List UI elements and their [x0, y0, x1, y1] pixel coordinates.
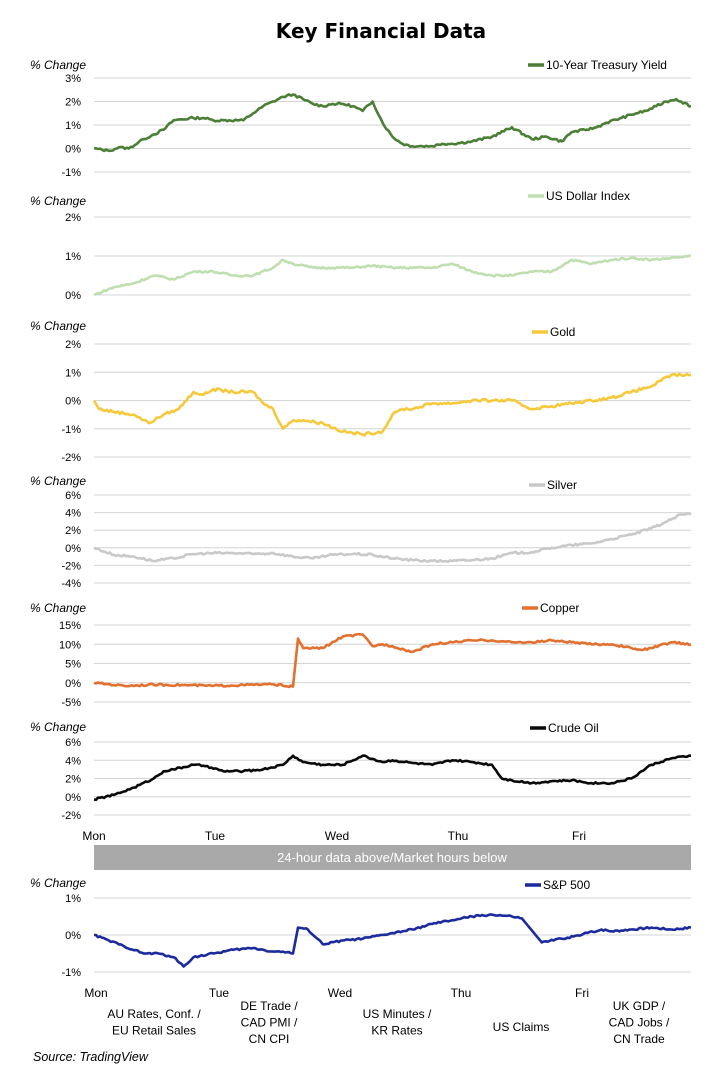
event-line: DE Trade /: [240, 999, 298, 1013]
y-tick-label: 15%: [59, 620, 81, 632]
y-axis-label: % Change: [30, 319, 86, 333]
event-annotation: AU Rates, Conf. / EU Retail Sales: [107, 1007, 201, 1038]
x-tick-label: Wed: [325, 829, 349, 843]
y-tick-label: -1%: [61, 424, 81, 436]
section-banner-label: 24-hour data above/Market hours below: [277, 850, 507, 865]
event-line: US Claims: [493, 1020, 550, 1034]
series-line: [94, 913, 692, 968]
y-tick-label: 4%: [65, 755, 81, 767]
y-tick-label: -2%: [61, 560, 81, 572]
chart-panels: % Change -1% 0% 1% 2% 3% 10-Year Treasury Yiel…: [30, 58, 692, 979]
legend-label: Silver: [547, 478, 577, 492]
y-tick-label: 2%: [65, 339, 81, 351]
event-line: EU Retail Sales: [112, 1024, 196, 1038]
y-tick-label: -4%: [61, 578, 81, 590]
event-annotation: US Minutes / KR Rates: [363, 1007, 432, 1038]
x-axis-24h: Mon Tue Wed Thu Fri: [82, 829, 586, 843]
x-axis-market: Mon Tue Wed Thu Fri: [84, 986, 589, 1000]
x-tick-label: Mon: [84, 986, 107, 1000]
y-axis-label: % Change: [30, 720, 86, 734]
series-line: [93, 93, 692, 153]
y-tick-label: 0%: [65, 930, 81, 942]
chart-copper: % Change -5% 0% 5% 10% 15% Copper: [30, 601, 692, 709]
y-tick-label: 1%: [65, 251, 81, 263]
source-note: Source: TradingView: [33, 1050, 149, 1064]
x-tick-label: Wed: [328, 986, 352, 1000]
x-tick-label: Thu: [448, 829, 469, 843]
x-tick-label: Fri: [572, 829, 586, 843]
series-line: [93, 632, 692, 689]
y-tick-label: 0%: [65, 396, 81, 408]
event-line: UK GDP /: [613, 999, 666, 1013]
chart-10-year-treasury-yield: % Change -1% 0% 1% 2% 3% 10-Year Treasury Yiel…: [30, 58, 692, 179]
series-line: [92, 372, 691, 437]
y-axis-label: % Change: [30, 601, 86, 615]
section-banner: [94, 845, 691, 870]
y-tick-label: 2%: [65, 525, 81, 537]
y-tick-label: 1%: [65, 893, 81, 905]
chart-silver: % Change -4% -2% 0% 2% 4% 6% Silver: [30, 474, 692, 590]
legend-label: S&P 500: [543, 878, 590, 892]
event-annotations: AU Rates, Conf. / EU Retail Sales DE Trade…: [107, 999, 670, 1046]
event-annotation: DE Trade / CAD PMI / CN CPI: [240, 999, 298, 1046]
y-tick-label: 0%: [65, 678, 81, 690]
event-line: US Minutes /: [363, 1007, 432, 1021]
y-tick-label: 4%: [65, 508, 81, 520]
y-tick-label: -2%: [61, 810, 81, 822]
y-tick-label: 0%: [65, 144, 81, 156]
y-tick-label: -2%: [61, 452, 81, 464]
legend-label: 10-Year Treasury Yield: [546, 58, 667, 72]
x-tick-label: Tue: [209, 986, 230, 1000]
y-tick-label: 5%: [65, 659, 81, 671]
event-line: CAD Jobs /: [609, 1016, 670, 1030]
y-axis-label: % Change: [30, 58, 86, 72]
y-tick-label: 0%: [65, 792, 81, 804]
series-line: [93, 254, 692, 297]
y-tick-label: -1%: [61, 167, 81, 179]
y-tick-label: 0%: [65, 543, 81, 555]
y-tick-label: 3%: [65, 73, 81, 85]
y-tick-label: 6%: [65, 490, 81, 502]
legend-label: Copper: [540, 601, 579, 615]
x-tick-label: Tue: [205, 829, 226, 843]
event-annotation: US Claims: [493, 1020, 550, 1034]
y-axis-label: % Change: [30, 194, 86, 208]
legend-label: Gold: [550, 325, 575, 339]
y-tick-label: -1%: [61, 967, 81, 979]
chart-gold: % Change -2% -1% 0% 1% 2% Gold: [30, 319, 691, 464]
y-tick-label: 2%: [65, 97, 81, 109]
y-axis-label: % Change: [30, 876, 86, 890]
x-tick-label: Fri: [575, 986, 589, 1000]
event-line: KR Rates: [371, 1024, 422, 1038]
y-tick-label: 2%: [65, 212, 81, 224]
chart-s-p-500: % Change -1% 0% 1% S&P 500: [30, 876, 692, 979]
y-axis-label: % Change: [30, 474, 86, 488]
event-line: AU Rates, Conf. /: [107, 1007, 201, 1021]
y-tick-label: 1%: [65, 367, 81, 379]
series-line: [93, 512, 692, 563]
y-tick-label: 2%: [65, 774, 81, 786]
y-tick-label: 10%: [59, 639, 81, 651]
y-tick-label: -5%: [61, 697, 81, 709]
y-tick-label: 1%: [65, 120, 81, 132]
event-line: CN CPI: [249, 1032, 290, 1046]
chart-us-dollar-index: % Change 0% 1% 2% US Dollar Index: [30, 189, 692, 302]
event-line: CN Trade: [613, 1032, 665, 1046]
series-line: [93, 754, 691, 802]
legend-label: Crude Oil: [548, 721, 599, 735]
x-tick-label: Thu: [451, 986, 472, 1000]
legend-label: US Dollar Index: [546, 189, 630, 203]
y-tick-label: 0%: [65, 290, 81, 302]
chart-crude-oil: % Change -2% 0% 2% 4% 6% Crude Oil: [30, 720, 691, 822]
event-annotation: UK GDP / CAD Jobs / CN Trade: [609, 999, 670, 1046]
event-line: CAD PMI /: [241, 1016, 298, 1030]
x-tick-label: Mon: [82, 829, 105, 843]
page-title: Key Financial Data: [276, 19, 486, 43]
y-tick-label: 6%: [65, 737, 81, 749]
